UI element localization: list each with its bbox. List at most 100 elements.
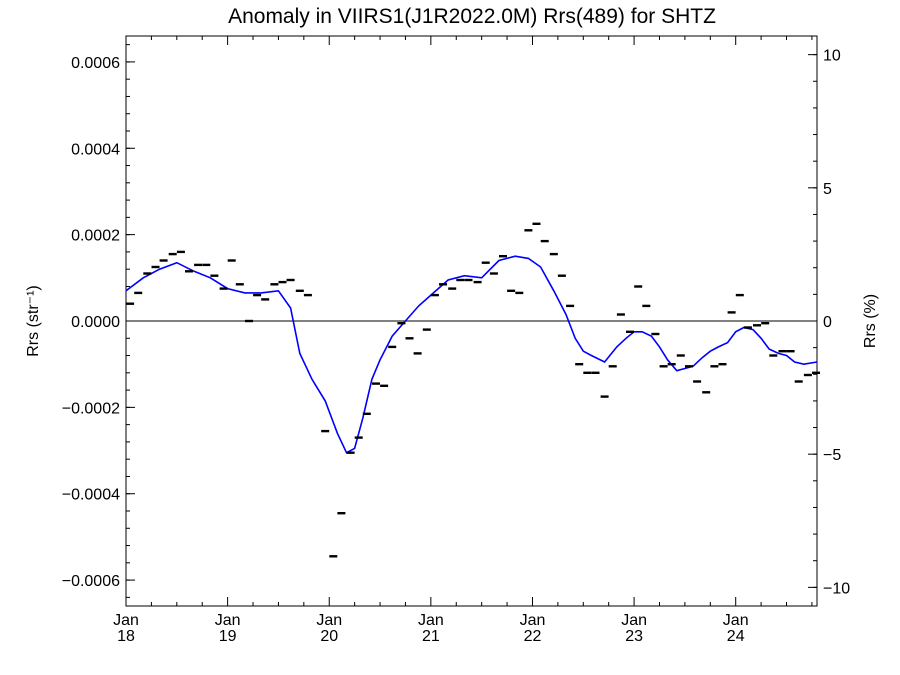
anomaly-point bbox=[507, 289, 516, 292]
anomaly-point bbox=[540, 239, 549, 243]
anomaly-point bbox=[778, 350, 787, 353]
anomaly-point bbox=[380, 384, 389, 387]
anomaly-point bbox=[362, 412, 371, 415]
x-tick-month-label: Jan bbox=[316, 612, 342, 629]
anomaly-point bbox=[303, 293, 312, 297]
anomaly-point bbox=[337, 512, 346, 515]
y-axis-right-label: Rrs (%) bbox=[862, 294, 879, 348]
anomaly-point bbox=[626, 330, 634, 333]
anomaly-point bbox=[769, 354, 778, 357]
anomaly-point bbox=[295, 289, 304, 292]
anomaly-point bbox=[667, 363, 676, 366]
anomaly-point bbox=[735, 293, 744, 297]
y-left-tick-label: 0.0004 bbox=[71, 141, 120, 158]
anomaly-point bbox=[583, 371, 592, 374]
anomaly-point bbox=[235, 283, 244, 286]
anomaly-point bbox=[278, 280, 287, 284]
x-tick-year-label: 19 bbox=[219, 628, 237, 645]
anomaly-point bbox=[693, 380, 702, 383]
anomaly-point bbox=[194, 263, 203, 267]
chart-title: Anomaly in VIIRS1(J1R2022.0M) Rrs(489) f… bbox=[228, 5, 716, 28]
anomaly-point bbox=[346, 451, 355, 454]
x-tick-month-label: Jan bbox=[723, 612, 749, 629]
anomaly-point bbox=[134, 291, 143, 295]
anomaly-point bbox=[727, 311, 736, 314]
anomaly-point bbox=[532, 222, 541, 225]
anomaly-point bbox=[202, 263, 211, 267]
y-left-tick-label: −0.0006 bbox=[62, 573, 120, 590]
anomaly-point bbox=[227, 259, 236, 262]
anomaly-point bbox=[456, 278, 465, 282]
y-left-tick-label: 0.0000 bbox=[71, 314, 120, 331]
anomaly-point bbox=[812, 371, 820, 374]
anomaly-point bbox=[168, 252, 177, 256]
anomaly-point bbox=[566, 304, 575, 308]
anomaly-point bbox=[524, 229, 533, 232]
anomaly-point bbox=[261, 298, 270, 301]
anomaly-point bbox=[489, 272, 498, 275]
y-left-tick-label: 0.0006 bbox=[71, 55, 120, 72]
anomaly-point bbox=[710, 365, 719, 368]
y-left-tick-label: −0.0004 bbox=[62, 487, 120, 504]
x-tick-month-label: Jan bbox=[418, 612, 444, 629]
anomaly-point bbox=[743, 326, 752, 329]
anomaly-point bbox=[803, 373, 812, 377]
y-axis-right: 10 5 0 −5 −10 bbox=[808, 48, 850, 597]
anomaly-point bbox=[557, 274, 566, 277]
x-tick-year-label: 24 bbox=[727, 628, 745, 645]
x-tick-year-label: 23 bbox=[625, 628, 643, 645]
anomaly-point bbox=[372, 382, 380, 385]
x-tick-year-label: 22 bbox=[524, 628, 542, 645]
anomaly-point bbox=[676, 354, 685, 357]
anomaly-point bbox=[439, 283, 447, 286]
anomaly-point bbox=[151, 265, 160, 269]
y-right-tick-label: 5 bbox=[823, 181, 832, 198]
anomaly-point bbox=[143, 272, 152, 275]
anomaly-point bbox=[481, 261, 490, 264]
anomaly-point bbox=[600, 395, 609, 398]
anomaly-point bbox=[761, 322, 770, 325]
anomaly-point bbox=[499, 255, 507, 258]
anomaly-point bbox=[786, 350, 795, 353]
anomaly-point bbox=[591, 371, 600, 374]
anomaly-point bbox=[634, 285, 643, 288]
anomaly-point bbox=[422, 328, 431, 331]
x-tick-month-label: Jan bbox=[215, 612, 241, 629]
anomaly-point bbox=[753, 324, 761, 327]
anomaly-point bbox=[515, 291, 524, 295]
x-tick-year-label: 18 bbox=[117, 628, 135, 645]
anomaly-point bbox=[413, 352, 422, 355]
anomaly-point bbox=[473, 280, 482, 284]
anomaly-point bbox=[388, 345, 397, 349]
anomaly-point bbox=[430, 293, 439, 297]
anomaly-point bbox=[270, 283, 279, 286]
anomaly-point bbox=[185, 270, 193, 273]
anomaly-point bbox=[253, 293, 262, 297]
y-right-tick-label: 0 bbox=[823, 314, 832, 331]
anomaly-point bbox=[176, 250, 185, 254]
anomaly-point bbox=[794, 380, 803, 383]
trend-series bbox=[125, 255, 818, 454]
y-left-tick-label: 0.0002 bbox=[71, 228, 120, 245]
x-tick-month-label: Jan bbox=[621, 612, 647, 629]
anomaly-point bbox=[405, 337, 414, 340]
trend-line bbox=[125, 255, 818, 454]
anomaly-point bbox=[464, 278, 473, 282]
anomaly-point bbox=[608, 365, 617, 368]
anomaly-point bbox=[245, 319, 253, 323]
anomaly-point bbox=[702, 391, 711, 394]
anomaly-point bbox=[448, 287, 457, 290]
x-tick-year-label: 20 bbox=[320, 628, 338, 645]
x-tick-month-label: Jan bbox=[113, 612, 139, 629]
anomaly-point bbox=[685, 365, 693, 368]
anomaly-point bbox=[397, 322, 406, 325]
anomaly-point bbox=[321, 429, 330, 433]
y-axis-left: 0.0006 0.0004 0.0002 0.0000 −0.0002 −0.0004 −0… bbox=[62, 44, 135, 598]
anomaly-point bbox=[354, 436, 363, 439]
anomaly-point bbox=[210, 274, 219, 277]
anomaly-point bbox=[651, 332, 660, 336]
x-tick-month-label: Jan bbox=[520, 612, 546, 629]
anomaly-point bbox=[159, 259, 168, 262]
